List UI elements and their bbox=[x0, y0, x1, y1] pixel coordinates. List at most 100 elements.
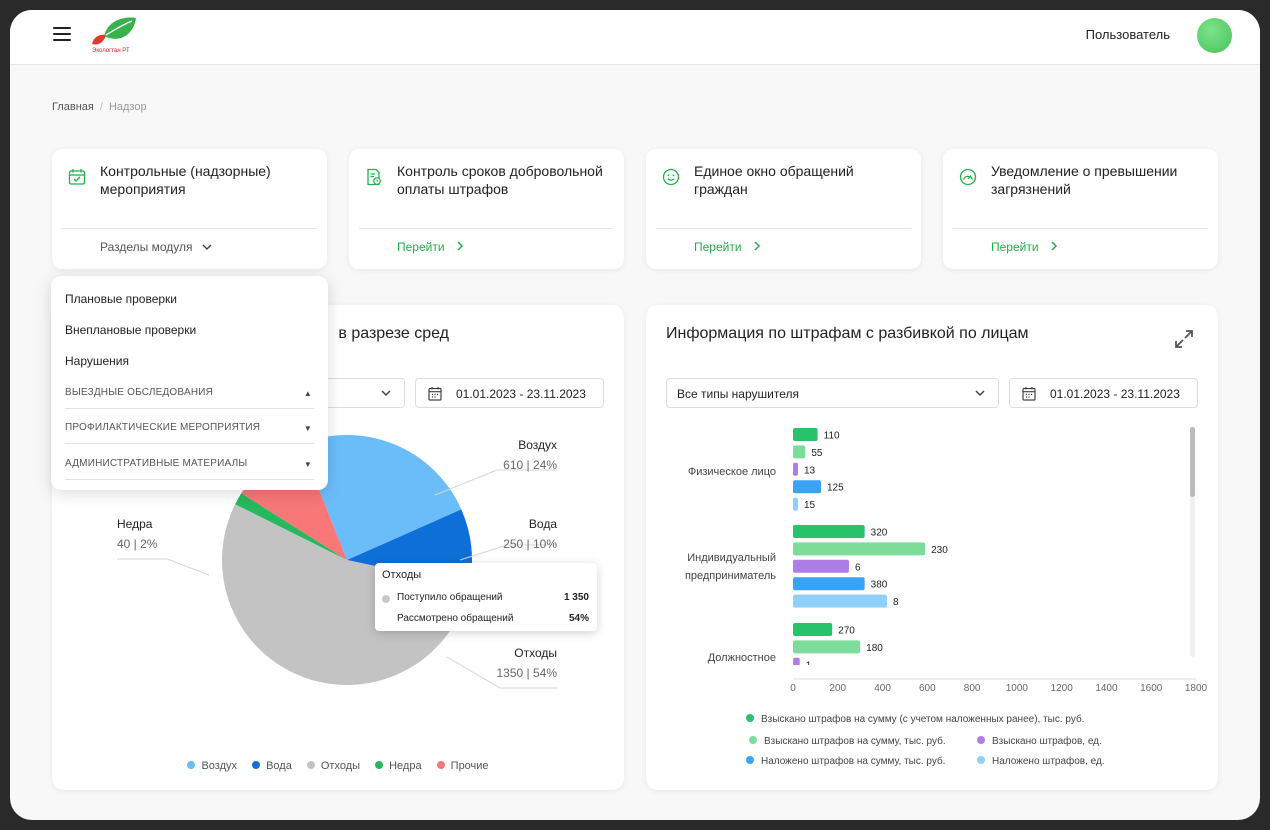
calendar-icon bbox=[1022, 387, 1036, 401]
violator-type-select[interactable]: Все типы нарушителя bbox=[666, 378, 999, 408]
menu-section-field-surveys[interactable]: ВЫЕЗДНЫЕ ОБСЛЕДОВАНИЯ ▲ bbox=[65, 387, 312, 398]
card-title: Единое окно обращений граждан bbox=[694, 163, 854, 197]
slice-waste[interactable] bbox=[222, 504, 470, 685]
x-tick-label: 1600 bbox=[1140, 683, 1163, 694]
chart-scrollbar[interactable] bbox=[1190, 427, 1195, 657]
bar-value-label: 13 bbox=[804, 465, 816, 476]
x-tick-label: 1800 bbox=[1185, 683, 1208, 694]
tooltip-title: Отходы bbox=[382, 569, 422, 581]
pie-legend: Воздух Вода Отходы Недра Прочие bbox=[52, 760, 624, 772]
legend-item-subsoil[interactable]: Недра bbox=[375, 760, 422, 772]
menu-section-preventive[interactable]: ПРОФИЛАКТИЧЕСКИЕ МЕРОПРИЯТИЯ ▼ bbox=[65, 422, 312, 433]
bar-value-label: 230 bbox=[931, 545, 948, 556]
gauge-icon bbox=[959, 168, 977, 186]
bar[interactable] bbox=[793, 462, 798, 476]
triangle-down-icon: ▼ bbox=[303, 460, 312, 469]
bar[interactable] bbox=[793, 480, 821, 494]
card-title: Уведомление о превышении загрязнений bbox=[991, 163, 1178, 197]
menu-item-violations[interactable]: Нарушения bbox=[65, 354, 130, 368]
legend-item-recovered-count[interactable]: Взыскано штрафов, ед. bbox=[977, 736, 1102, 747]
scrollbar-thumb[interactable] bbox=[1190, 427, 1195, 497]
divider bbox=[65, 443, 314, 444]
pie-panel: в разрезе сред 01.01.2023 - 23.11.2023 В… bbox=[52, 305, 624, 790]
x-tick-label: 1000 bbox=[1006, 683, 1029, 694]
app-window: Экологтан РТ Пользователь Главная / Надзор… bbox=[10, 10, 1260, 820]
breadcrumb: Главная / Надзор bbox=[52, 101, 147, 113]
user-name[interactable]: Пользователь bbox=[1085, 27, 1170, 42]
bar-value-label: 380 bbox=[871, 580, 888, 591]
x-tick-label: 400 bbox=[874, 683, 891, 694]
legend-item-recovered-sum[interactable]: Взыскано штрафов на сумму, тыс. руб. bbox=[749, 736, 946, 747]
divider bbox=[359, 228, 614, 229]
menu-section-admin[interactable]: АДМИНИСТРАТИВНЫЕ МАТЕРИАЛЫ ▼ bbox=[65, 458, 312, 469]
legend-item-other[interactable]: Прочие bbox=[436, 760, 489, 772]
panel-title: Информация по штрафам с разбивкой по лиц… bbox=[666, 325, 1029, 342]
bar-value-label: 270 bbox=[838, 626, 855, 637]
legend-item-imposed-count[interactable]: Наложено штрафов, ед. bbox=[977, 756, 1105, 767]
bar[interactable] bbox=[793, 542, 926, 556]
bar-value-label: 180 bbox=[866, 643, 883, 654]
chart-tooltip: Отходы Поступило обращений 1 350 Рассмот… bbox=[375, 563, 597, 631]
pie-label-waste: Отходы 1350 | 54% bbox=[496, 646, 558, 680]
slice-air[interactable] bbox=[300, 435, 462, 560]
bar-value-label: 15 bbox=[804, 500, 816, 511]
fines-panel: Информация по штрафам с разбивкой по лиц… bbox=[646, 305, 1218, 790]
legend-item-imposed-sum[interactable]: Наложено штрафов на сумму, тыс. руб. bbox=[746, 756, 945, 767]
triangle-up-icon: ▲ bbox=[303, 389, 312, 398]
tooltip-dot bbox=[382, 595, 390, 603]
date-range-text: 01.01.2023 - 23.11.2023 bbox=[1050, 387, 1180, 401]
bar-value-label: 110 bbox=[824, 431, 840, 442]
bar-chart: Физическое лицо Индивидуальный предпринима… bbox=[685, 428, 1208, 694]
category-label: Физическое лицо bbox=[688, 466, 776, 478]
bar[interactable] bbox=[793, 445, 806, 459]
bar[interactable] bbox=[793, 497, 798, 511]
menu-item-unplanned[interactable]: Внеплановые проверки bbox=[65, 323, 197, 337]
bar[interactable] bbox=[793, 640, 861, 654]
goto-link[interactable]: Перейти bbox=[991, 240, 1058, 254]
bar[interactable] bbox=[793, 594, 888, 608]
menu-item-planned[interactable]: Плановые проверки bbox=[65, 292, 177, 306]
document-clock-icon bbox=[367, 168, 381, 186]
tooltip-label: Поступило обращений bbox=[397, 592, 503, 603]
menu-icon[interactable] bbox=[53, 27, 71, 41]
bar-value-label: 320 bbox=[871, 528, 888, 539]
date-range-picker[interactable]: 01.01.2023 - 23.11.2023 bbox=[415, 378, 604, 408]
bar[interactable] bbox=[793, 525, 865, 538]
bar-value-label: 125 bbox=[827, 483, 844, 494]
legend-item-waste[interactable]: Отходы bbox=[306, 760, 360, 772]
bar-value-label: 1 bbox=[806, 660, 812, 671]
chevron-down-icon bbox=[975, 390, 985, 397]
pie-label-air: Воздух 610 | 24% bbox=[503, 438, 557, 472]
calendar-check-icon bbox=[68, 169, 86, 185]
card-fine-deadlines: Контроль сроков добровольной оплаты штра… bbox=[349, 149, 624, 269]
x-tick-label: 1400 bbox=[1095, 683, 1118, 694]
select-value: Все типы нарушителя bbox=[677, 387, 799, 401]
goto-link[interactable]: Перейти bbox=[397, 240, 464, 254]
bar[interactable] bbox=[793, 428, 818, 441]
bar[interactable] bbox=[793, 577, 865, 591]
bar[interactable] bbox=[793, 559, 849, 573]
bar[interactable] bbox=[793, 623, 833, 636]
breadcrumb-home[interactable]: Главная bbox=[52, 101, 94, 113]
tooltip-value: 1 350 bbox=[563, 592, 589, 603]
pie-label-water: Вода 250 | 10% bbox=[503, 517, 557, 551]
card-control-events: Контрольные (надзорные) мероприятия Разд… bbox=[52, 149, 327, 269]
date-range-picker[interactable]: 01.01.2023 - 23.11.2023 bbox=[1009, 378, 1198, 408]
avatar[interactable] bbox=[1197, 18, 1232, 53]
top-bar: Экологтан РТ Пользователь bbox=[10, 10, 1260, 65]
breadcrumb-current: Надзор bbox=[108, 101, 147, 113]
slice-subsoil[interactable] bbox=[235, 493, 347, 560]
bar[interactable] bbox=[793, 657, 800, 671]
legend-item-air[interactable]: Воздух bbox=[187, 760, 237, 772]
tooltip-label: Рассмотрено обращений bbox=[397, 613, 514, 624]
smile-icon bbox=[662, 168, 680, 186]
goto-link[interactable]: Перейти bbox=[694, 240, 761, 254]
module-sections-toggle[interactable]: Разделы модуля bbox=[100, 240, 212, 254]
card-title: Контрольные (надзорные) мероприятия bbox=[100, 163, 271, 197]
divider bbox=[65, 408, 314, 409]
legend-item-recovered-incl[interactable]: Взыскано штрафов на сумму (с учетом нало… bbox=[746, 714, 1084, 725]
logo[interactable]: Экологтан РТ bbox=[90, 14, 150, 58]
calendar-icon bbox=[428, 387, 442, 401]
legend-item-water[interactable]: Вода bbox=[252, 760, 292, 772]
expand-icon[interactable] bbox=[1174, 329, 1194, 349]
